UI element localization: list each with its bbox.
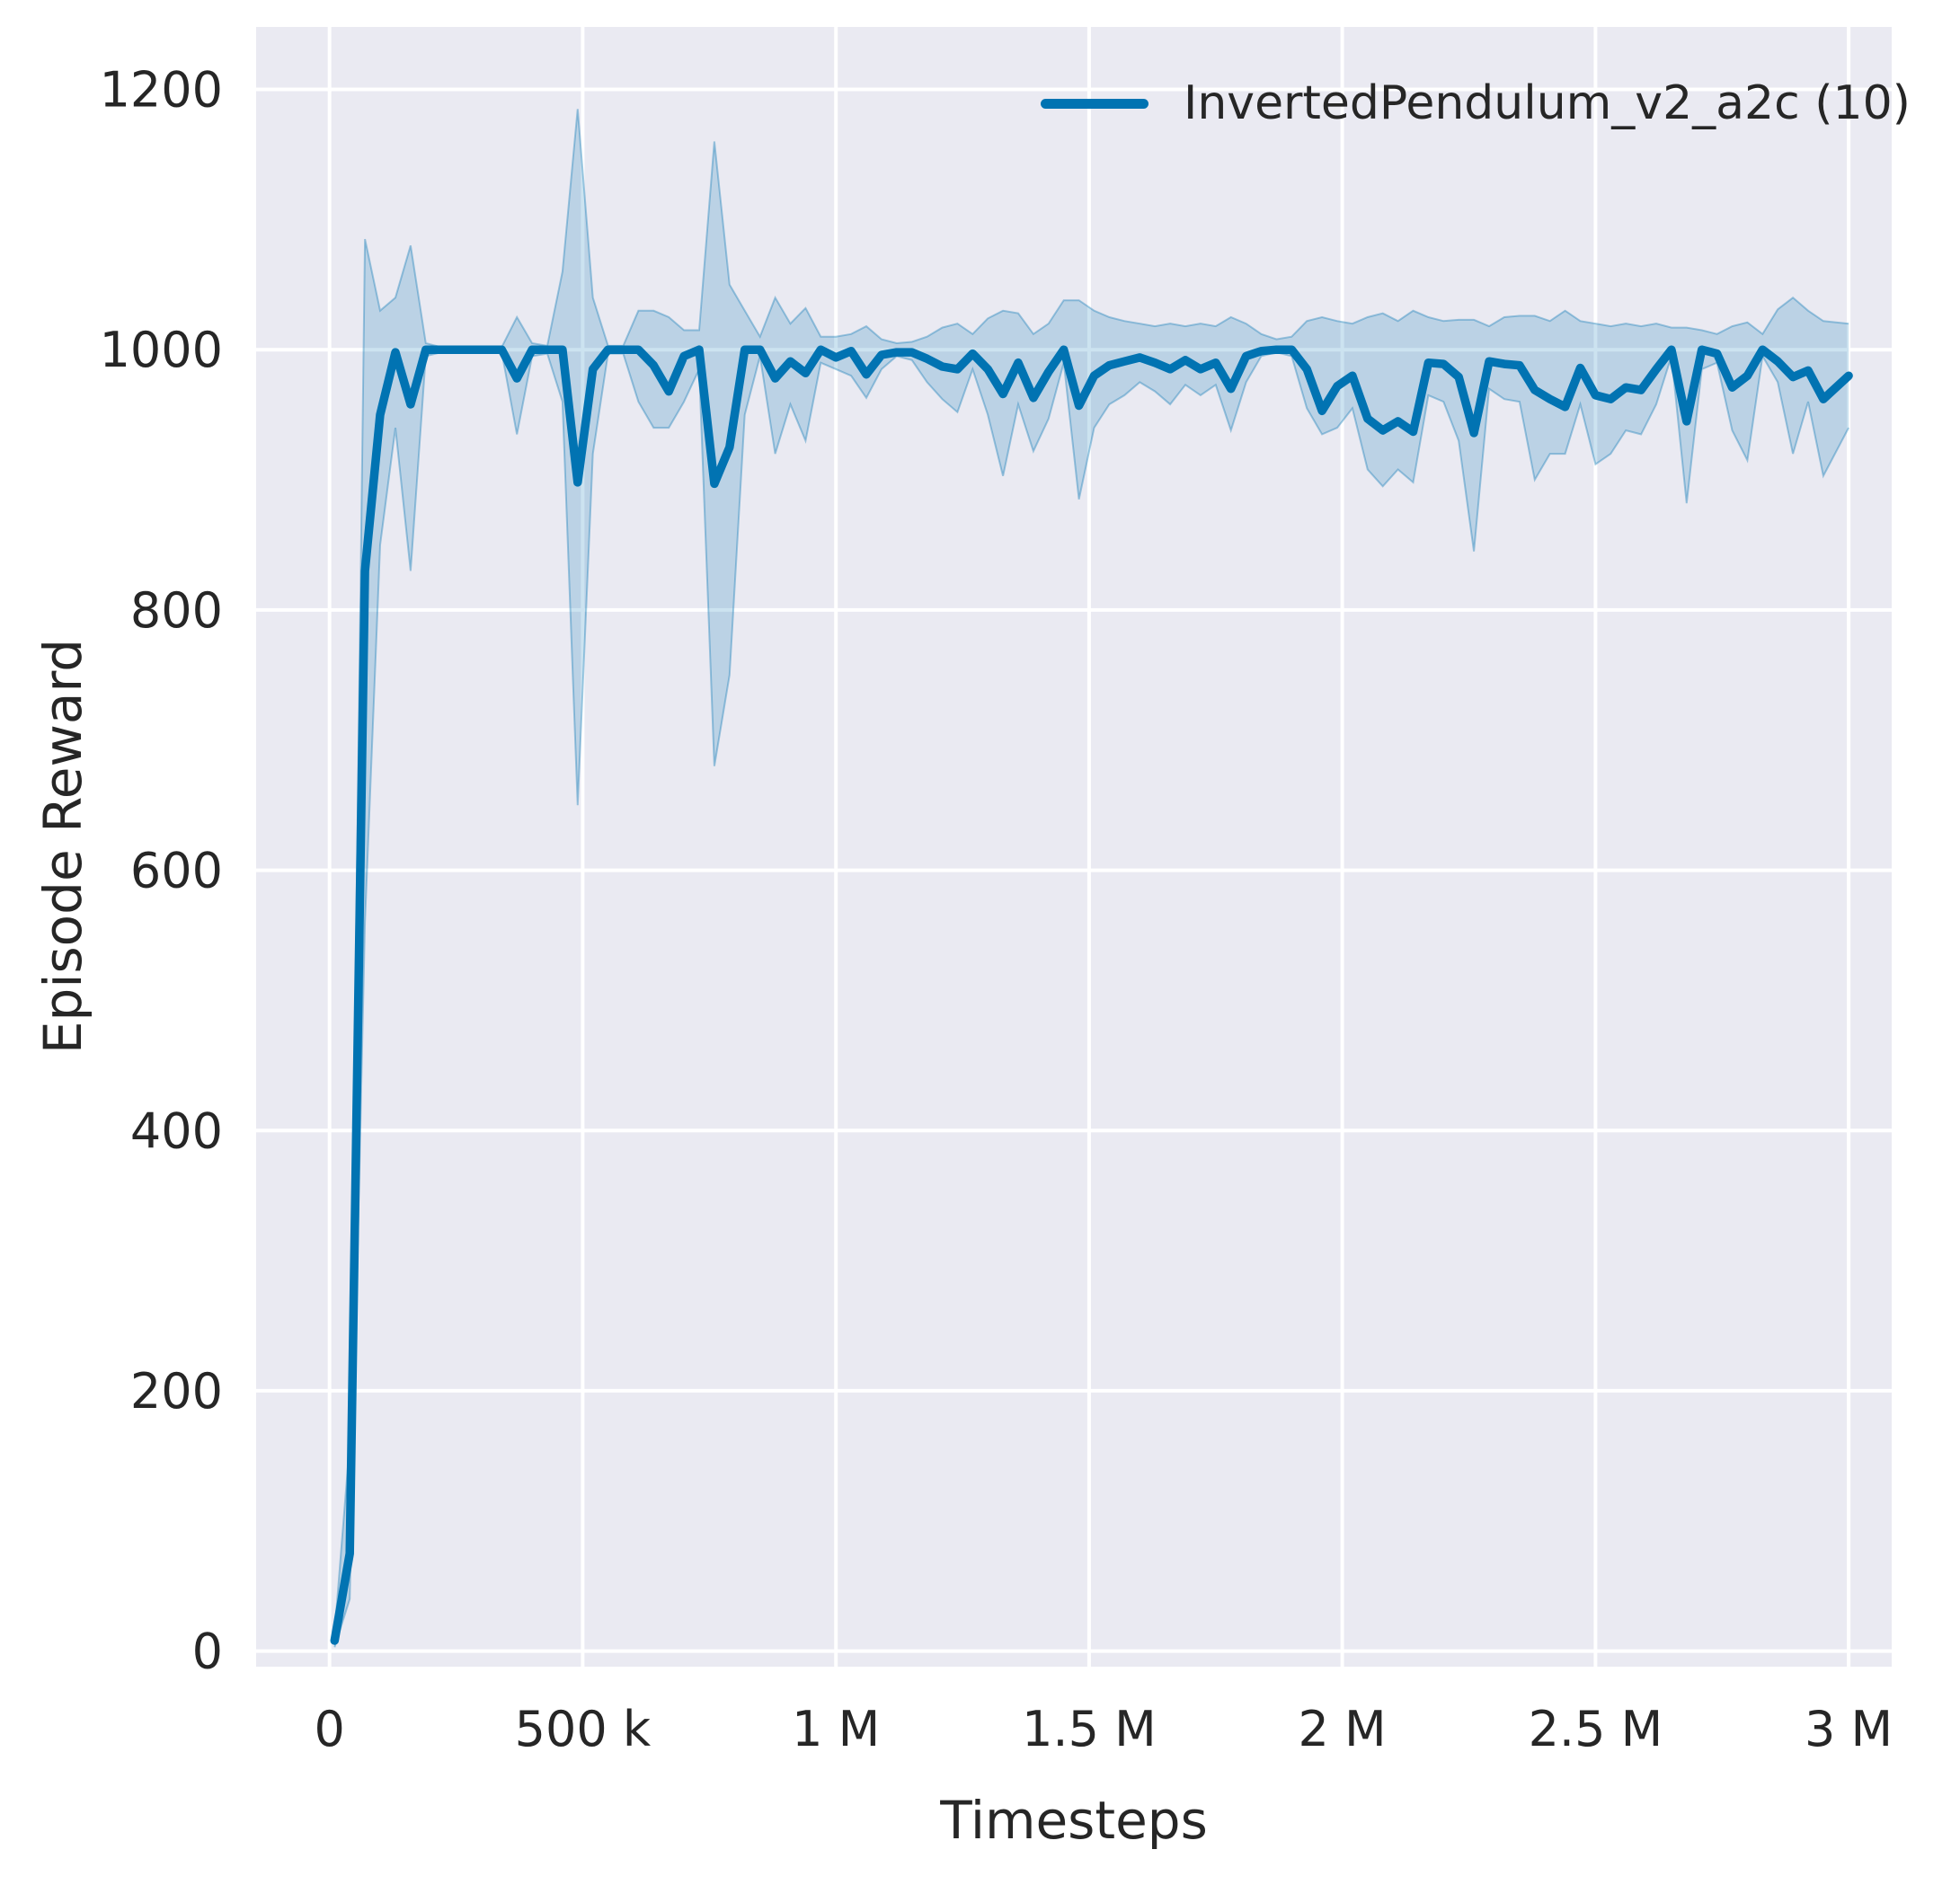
legend-line-swatch [1041, 98, 1149, 109]
y-tick-labels: 0 200 400 600 800 1000 1200 [100, 62, 223, 1680]
x-tick-label: 2.5 M [1529, 1701, 1663, 1757]
y-axis-title: Episode Reward [32, 639, 93, 1054]
x-axis-title: Timesteps [939, 1790, 1208, 1851]
x-tick-label: 500 k [515, 1701, 652, 1757]
y-tick-label: 600 [130, 843, 223, 899]
series-line [330, 345, 1853, 1645]
x-tick-label: 1.5 M [1022, 1701, 1157, 1757]
series-layer [330, 109, 1853, 1648]
x-tick-label: 2 M [1299, 1701, 1387, 1757]
legend: InvertedPendulum_v2_a2c (10) [1041, 80, 1911, 127]
gridlines [256, 27, 1892, 1667]
y-tick-label: 400 [130, 1102, 223, 1159]
y-tick-label: 200 [130, 1363, 223, 1420]
confidence-band [334, 109, 1849, 1648]
y-tick-label: 1000 [100, 322, 223, 378]
x-tick-labels: 0 500 k 1 M 1.5 M 2 M 2.5 M 3 M [315, 1701, 1893, 1757]
y-tick-label: 800 [130, 582, 223, 639]
x-tick-label: 3 M [1805, 1701, 1893, 1757]
x-tick-label: 1 M [792, 1701, 880, 1757]
y-tick-label: 0 [192, 1624, 223, 1680]
x-tick-label: 0 [315, 1701, 345, 1757]
confidence-band-upper-edge [333, 109, 1849, 1633]
confidence-band-lower-edge [333, 351, 1849, 1648]
legend-label: InvertedPendulum_v2_a2c (10) [1184, 76, 1911, 130]
y-tick-label: 1200 [100, 62, 223, 119]
plot-area [256, 27, 1892, 1667]
